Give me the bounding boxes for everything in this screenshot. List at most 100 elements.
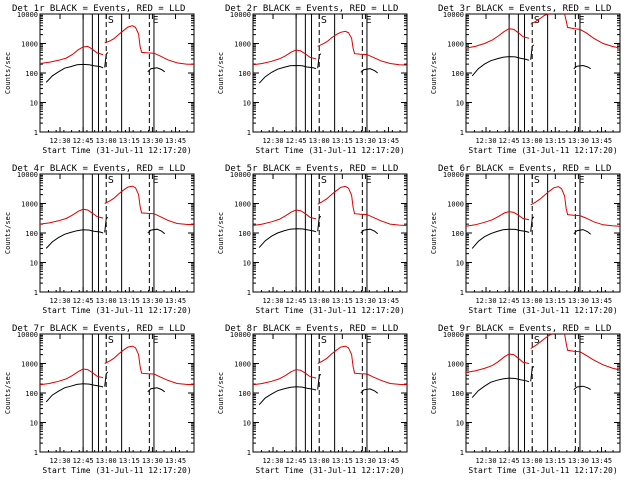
x-axis-label: Start Time (31-Jul-11 12:17:20)	[255, 306, 404, 315]
x-axis-label: Start Time (31-Jul-11 12:17:20)	[468, 146, 617, 155]
x-axis-label: Start Time (31-Jul-11 12:17:20)	[42, 306, 191, 315]
x-tick-label: 13:30	[142, 297, 163, 305]
y-axis-label: Counts/sec	[217, 52, 225, 94]
series-events-line	[360, 388, 379, 394]
annotation-label: E	[152, 175, 158, 186]
chart-title: Det 9r BLACK = Events, RED = LLD	[438, 324, 611, 334]
y-axis-label: Counts/sec	[217, 212, 225, 254]
y-axis-label: Counts/sec	[4, 212, 12, 254]
series-events-line	[147, 228, 166, 235]
x-axis-label: Start Time (31-Jul-11 12:17:20)	[255, 466, 404, 475]
x-tick-label: 12:45	[73, 137, 94, 145]
annotation-label: S	[321, 175, 327, 186]
y-tick-label: 1	[247, 289, 251, 297]
annotation-label: E	[152, 15, 158, 26]
series-lld-line	[252, 49, 317, 66]
y-tick-label: 10000	[17, 11, 38, 19]
x-tick-label: 13:45	[591, 457, 612, 465]
chart-panel: Det 4r BLACK = Events, RED = LLD Counts/s…	[4, 164, 195, 315]
annotation-label: S	[534, 175, 540, 186]
series-events-line	[147, 387, 165, 393]
x-tick-label: 13:00	[522, 137, 543, 145]
x-tick-label: 12:30	[475, 457, 496, 465]
x-tick-label: 13:00	[522, 297, 543, 305]
x-tick-label: 13:30	[142, 457, 163, 465]
y-tick-label: 1000	[234, 41, 251, 49]
x-tick-label: 13:30	[568, 137, 589, 145]
x-tick-label: 13:00	[96, 457, 117, 465]
chart-panel: Det 6r BLACK = Events, RED = LLD Counts/s…	[430, 164, 621, 315]
x-tick-label: 12:45	[73, 457, 94, 465]
chart-panel: Det 1r BLACK = Events, RED = LLD Counts/s…	[4, 4, 195, 155]
series-events-line	[317, 53, 322, 69]
series-events-line	[45, 383, 104, 403]
y-tick-label: 10000	[230, 171, 251, 179]
x-tick-label: 13:15	[332, 457, 353, 465]
x-tick-label: 12:30	[262, 297, 283, 305]
x-tick-label: 12:30	[49, 137, 70, 145]
y-tick-label: 1000	[21, 361, 38, 369]
y-axis-label: Counts/sec	[430, 372, 438, 414]
series-lld-line	[252, 369, 317, 386]
x-tick-label: 12:45	[286, 457, 307, 465]
y-tick-label: 10	[456, 100, 464, 108]
y-tick-label: 1	[460, 449, 464, 457]
chart-title: Det 2r BLACK = Events, RED = LLD	[225, 4, 398, 14]
x-tick-label: 12:45	[286, 137, 307, 145]
series-lld-line	[39, 45, 104, 64]
series-events-line	[147, 67, 165, 73]
y-tick-label: 10000	[17, 171, 38, 179]
y-tick-label: 100	[451, 70, 464, 78]
x-axis-label: Start Time (31-Jul-11 12:17:20)	[255, 146, 404, 155]
x-tick-label: 13:45	[378, 137, 399, 145]
y-tick-label: 100	[451, 230, 464, 238]
x-tick-label: 13:30	[355, 297, 376, 305]
x-tick-label: 12:30	[262, 137, 283, 145]
chart-panel: Det 9r BLACK = Events, RED = LLD Counts/s…	[430, 324, 621, 475]
y-tick-label: 10000	[230, 11, 251, 19]
annotation-label: S	[108, 175, 114, 186]
y-tick-label: 10000	[230, 331, 251, 339]
x-tick-label: 13:30	[568, 457, 589, 465]
y-tick-label: 10	[243, 100, 251, 108]
x-tick-label: 13:15	[119, 457, 140, 465]
chart-panel: Det 8r BLACK = Events, RED = LLD Counts/s…	[217, 324, 408, 475]
series-events-line	[573, 229, 592, 235]
y-tick-label: 10	[30, 420, 38, 428]
x-tick-label: 13:15	[119, 297, 140, 305]
x-tick-label: 13:30	[142, 137, 163, 145]
y-tick-label: 10	[456, 260, 464, 268]
chart-title: Det 5r BLACK = Events, RED = LLD	[225, 164, 398, 174]
x-tick-label: 13:00	[309, 457, 330, 465]
x-tick-label: 13:00	[309, 297, 330, 305]
x-tick-label: 13:45	[165, 457, 186, 465]
series-events-line	[573, 385, 591, 391]
y-axis-label: Counts/sec	[430, 212, 438, 254]
x-tick-label: 13:30	[568, 297, 589, 305]
y-tick-label: 100	[238, 390, 251, 398]
series-lld-line	[104, 345, 195, 386]
y-tick-label: 1000	[21, 201, 38, 209]
annotation-label: S	[321, 335, 327, 346]
chart-panel: Det 3r BLACK = Events, RED = LLD Counts/s…	[430, 4, 621, 155]
series-events-line	[317, 373, 322, 390]
x-axis-label: Start Time (31-Jul-11 12:17:20)	[468, 466, 617, 475]
y-tick-label: 10000	[443, 11, 464, 19]
series-events-line	[471, 377, 530, 398]
series-lld-line	[317, 185, 408, 226]
series-lld-line	[465, 211, 530, 227]
annotation-label: S	[108, 335, 114, 346]
series-lld-line	[104, 185, 195, 226]
y-tick-label: 1	[34, 449, 38, 457]
chart-title: Det 3r BLACK = Events, RED = LLD	[438, 4, 611, 14]
y-tick-label: 1000	[447, 41, 464, 49]
series-events-line	[530, 366, 535, 382]
annotation-label: S	[108, 15, 114, 26]
chart-panel: Det 7r BLACK = Events, RED = LLD Counts/s…	[4, 324, 195, 475]
y-tick-label: 100	[451, 390, 464, 398]
chart-title: Det 4r BLACK = Events, RED = LLD	[12, 164, 185, 174]
series-lld-line	[252, 209, 317, 226]
series-events-line	[471, 228, 530, 249]
